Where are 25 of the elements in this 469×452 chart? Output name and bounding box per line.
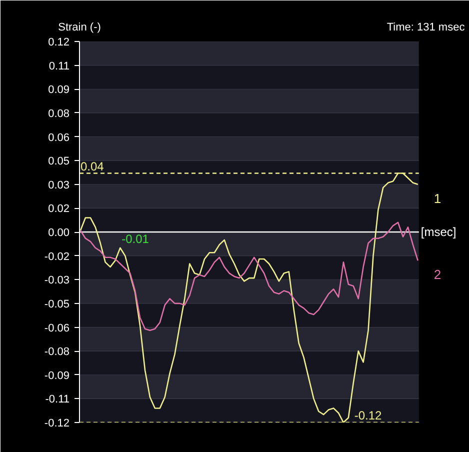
series-label: 2 (434, 267, 442, 282)
y-tick-label: -0.12 (44, 418, 70, 430)
y-tick-label: 0.12 (48, 36, 70, 48)
y-tick-label: 0.08 (48, 108, 70, 120)
y-tick-label: -0.02 (44, 250, 70, 263)
series-label: 1 (434, 190, 442, 206)
y-axis-title: Strain (-) (58, 22, 101, 34)
y-tick-label: -0.05 (44, 298, 70, 310)
x-axis-title: [msec] (420, 225, 456, 239)
y-tick-label: -0.09 (44, 370, 70, 382)
y-tick-label: -0.08 (44, 346, 70, 358)
y-tick-label: 0.09 (48, 84, 70, 96)
y-tick-label: -0.06 (44, 322, 70, 334)
y-tick-label: 0.05 (48, 156, 70, 168)
ref-line-label: -0.12 (354, 408, 382, 422)
chart-subtitle: Time: 131 msec (386, 22, 466, 34)
y-tick-label: 0.00 (48, 227, 70, 239)
y-tick-label: 0.02 (48, 203, 70, 216)
annotation: -0.01 (122, 232, 150, 246)
y-tick-label: 0.06 (48, 132, 70, 144)
ref-line-label: 0.04 (80, 159, 104, 174)
y-tick-label: -0.11 (45, 394, 70, 406)
y-tick-label: 0.11 (48, 60, 70, 72)
y-tick-label: 0.03 (48, 179, 70, 192)
y-tick-label: -0.03 (44, 274, 70, 287)
